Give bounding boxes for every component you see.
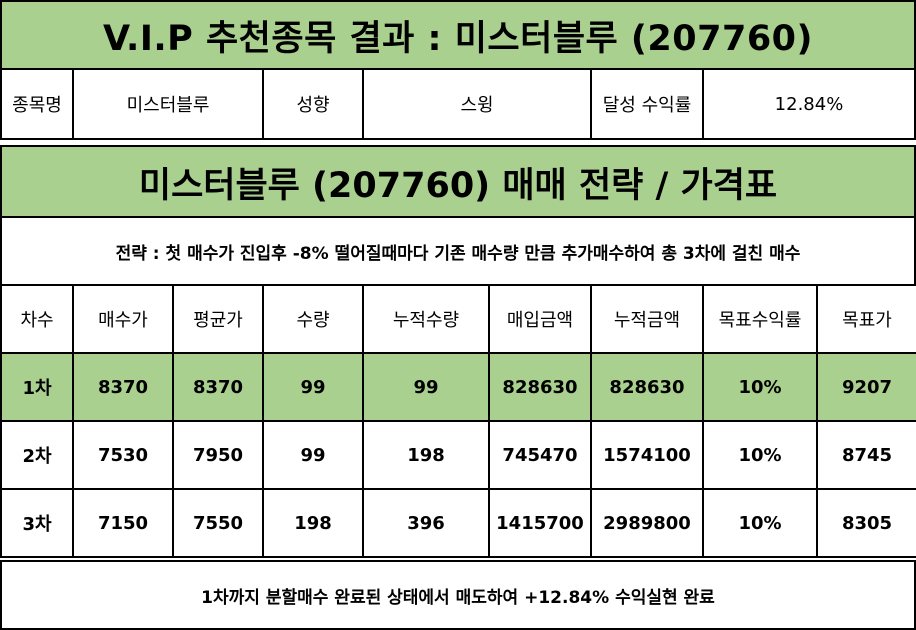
cell-buy-amount: 828630: [488, 352, 592, 422]
section-banner: 미스터블루 (207760) 매매 전략 / 가격표: [0, 145, 916, 219]
table-row: 2차 7530 7950 99 198 745470 1574100 10% 8…: [0, 420, 916, 490]
strategy-text: 전략 : 첫 매수가 진입후 -8% 떨어질때마다 기존 매수량 만큼 추가매수…: [115, 243, 801, 264]
cell-avg-price: 7950: [172, 420, 264, 490]
col-header-cum-qty: 누적수량: [362, 284, 490, 354]
cell-target-price: 8305: [816, 488, 916, 558]
table-header-row: 차수 매수가 평균가 수량 누적수량 매입금액 누적금액 목표수익률 목표가: [0, 284, 916, 354]
col-header-avg-price: 평균가: [172, 284, 264, 354]
cell-round: 3차: [0, 488, 74, 558]
table-row: 1차 8370 8370 99 99 828630 828630 10% 920…: [0, 352, 916, 422]
cell-target-return: 10%: [702, 352, 818, 422]
cell-target-return: 10%: [702, 420, 818, 490]
col-header-qty: 수량: [262, 284, 364, 354]
cell-avg-price: 7550: [172, 488, 264, 558]
page-title: V.I.P 추천종목 결과 : 미스터블루 (207760): [102, 18, 814, 59]
section-title: 미스터블루 (207760) 매매 전략 / 가격표: [138, 165, 778, 206]
result-footer: 1차까지 분할매수 완료된 상태에서 매도하여 +12.84% 수익실현 완료: [0, 560, 916, 630]
col-header-target-price: 목표가: [816, 284, 916, 354]
col-header-target-return: 목표수익률: [702, 284, 818, 354]
cell-target-price: 8745: [816, 420, 916, 490]
return-value: 12.84%: [774, 93, 844, 115]
col-header-round: 차수: [0, 284, 74, 354]
col-header-buy-amount: 매입금액: [488, 284, 592, 354]
cell-cum-qty: 396: [362, 488, 490, 558]
title-banner: V.I.P 추천종목 결과 : 미스터블루 (207760): [0, 0, 916, 70]
result-text: 1차까지 분할매수 완료된 상태에서 매도하여 +12.84% 수익실현 완료: [201, 587, 715, 608]
cell-buy-price: 7530: [72, 420, 174, 490]
cell-avg-price: 8370: [172, 352, 264, 422]
cell-cum-amount: 1574100: [590, 420, 704, 490]
col-header-buy-price: 매수가: [72, 284, 174, 354]
style-value: 스윙: [364, 70, 592, 138]
stock-name-label: 종목명: [2, 70, 74, 138]
cell-target-return: 10%: [702, 488, 818, 558]
cell-cum-amount: 2989800: [590, 488, 704, 558]
cell-target-price: 9207: [816, 352, 916, 422]
cell-buy-price: 7150: [72, 488, 174, 558]
return-label: 달성 수익률: [592, 70, 704, 138]
table-row: 3차 7150 7550 198 396 1415700 2989800 10%…: [0, 488, 916, 558]
cell-cum-amount: 828630: [590, 352, 704, 422]
cell-round: 1차: [0, 352, 74, 422]
stock-name-value: 미스터블루: [74, 70, 264, 138]
cell-round: 2차: [0, 420, 74, 490]
cell-cum-qty: 99: [362, 352, 490, 422]
trade-table: 차수 매수가 평균가 수량 누적수량 매입금액 누적금액 목표수익률 목표가 1…: [0, 284, 916, 558]
style-label: 성향: [264, 70, 364, 138]
cell-qty: 99: [262, 420, 364, 490]
col-header-cum-amount: 누적금액: [590, 284, 704, 354]
info-row: 종목명 미스터블루 성향 스윙 달성 수익률 12.84%: [0, 68, 916, 140]
cell-qty: 198: [262, 488, 364, 558]
strategy-note: 전략 : 첫 매수가 진입후 -8% 떨어질때마다 기존 매수량 만큼 추가매수…: [0, 216, 916, 286]
cell-buy-amount: 745470: [488, 420, 592, 490]
cell-buy-price: 8370: [72, 352, 174, 422]
cell-cum-qty: 198: [362, 420, 490, 490]
cell-qty: 99: [262, 352, 364, 422]
cell-buy-amount: 1415700: [488, 488, 592, 558]
